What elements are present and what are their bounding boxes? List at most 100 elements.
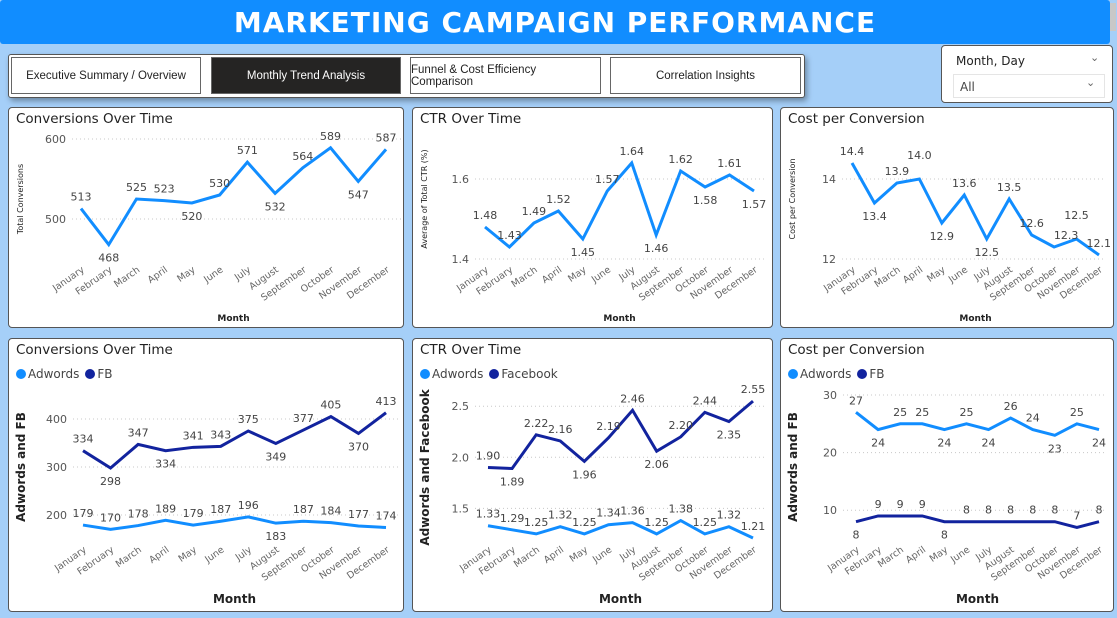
data-label: 1.32	[548, 509, 573, 522]
conversions-over-time-chart[interactable]: Conversions Over Time 500 600 Total Conver…	[8, 107, 404, 328]
x-tick-label: March	[510, 264, 540, 290]
ctr-by-channel-chart[interactable]: CTR Over Time Adwords Facebook 1.5 2.0 2.5…	[412, 338, 773, 612]
legend-label: Adwords	[800, 367, 852, 381]
slicer-label: Month, Day	[956, 54, 1025, 68]
x-tick-label: June	[201, 264, 225, 286]
data-label: 9	[919, 498, 926, 511]
data-label: 2.19	[596, 420, 621, 433]
data-label: 1.29	[500, 512, 525, 525]
y-tick-label: 300	[46, 461, 67, 474]
report-header: MARKETING CAMPAIGN PERFORMANCE	[0, 0, 1110, 44]
slicer-dropdown[interactable]: All ⌄	[953, 74, 1105, 98]
legend-item-adwords[interactable]: Adwords	[420, 367, 483, 381]
x-tick-label: June	[590, 544, 614, 566]
data-label: 12.9	[930, 230, 955, 243]
data-label: 26	[1004, 400, 1018, 413]
chart-title: Cost per Conversion	[788, 342, 925, 358]
data-label: 334	[73, 433, 94, 446]
series-line-adwords[interactable]	[855, 411, 1100, 437]
data-label: 530	[209, 177, 230, 190]
data-label: 174	[376, 509, 397, 522]
ctr-over-time-chart[interactable]: CTR Over Time 1.4 1.6 Average of Total CTR…	[412, 107, 773, 328]
data-label: 24	[937, 437, 951, 450]
chevron-down-icon[interactable]: ⌄	[1090, 51, 1100, 64]
tab-monthly-trend-analysis[interactable]: Monthly Trend Analysis	[211, 57, 401, 94]
y-tick-label: 1.5	[452, 502, 470, 515]
data-label: 413	[376, 395, 397, 408]
data-label: 13.9	[885, 165, 910, 178]
data-label: 196	[238, 499, 259, 512]
y-axis-label: Cost per Conversion	[788, 158, 797, 239]
data-label: 25	[1070, 406, 1084, 419]
data-label: 8	[1051, 504, 1058, 517]
tab-executive-summary[interactable]: Executive Summary / Overview	[11, 57, 201, 94]
data-label: 375	[238, 413, 259, 426]
data-label: 1.25	[572, 516, 597, 529]
data-label: 523	[154, 183, 175, 196]
data-label: 1.43	[497, 229, 522, 242]
series-line-facebook[interactable]	[487, 399, 754, 471]
data-label: 1.57	[742, 198, 767, 211]
data-label: 1.58	[693, 194, 718, 207]
data-label: 23	[1048, 442, 1062, 455]
data-label: 2.46	[620, 392, 645, 405]
data-label: 24	[1092, 437, 1106, 450]
legend-item-adwords[interactable]: Adwords	[788, 367, 851, 381]
data-label: 2.22	[524, 417, 549, 430]
x-tick-label: April	[901, 264, 925, 285]
data-label: 1.46	[644, 242, 669, 255]
legend-item-adwords[interactable]: Adwords	[16, 367, 79, 381]
y-axis-label: Adwords and Facebook	[418, 388, 432, 545]
legend-item-fb[interactable]: FB	[85, 367, 113, 381]
data-label: 349	[265, 450, 286, 463]
tab-correlation-insights[interactable]: Correlation Insights	[610, 57, 801, 94]
scrollbar[interactable]	[1110, 3, 1116, 31]
data-label: 2.44	[693, 394, 718, 407]
data-label: 571	[237, 144, 258, 157]
legend-label: Adwords	[432, 367, 484, 381]
cost-per-conversion-by-channel-chart[interactable]: Cost per Conversion Adwords FB 10 20 30 Adw…	[780, 338, 1114, 612]
series-line-adwords[interactable]	[82, 515, 387, 531]
series-line-adwords[interactable]	[487, 518, 754, 540]
data-label: 2.35	[717, 429, 742, 442]
y-axis-label: Adwords and FB	[786, 412, 800, 522]
data-label: 183	[265, 530, 286, 543]
series-line-total[interactable]	[850, 162, 1100, 257]
data-label: 1.62	[668, 153, 693, 166]
chart-title: CTR Over Time	[420, 342, 522, 358]
data-label: 547	[348, 188, 369, 201]
data-label: 2.16	[548, 423, 573, 436]
data-label: 8	[1096, 504, 1103, 517]
data-label: 1.32	[717, 509, 742, 522]
data-label: 1.38	[668, 503, 693, 516]
y-axis-label: Adwords and FB	[14, 412, 28, 522]
data-label: 13.6	[952, 177, 977, 190]
month-day-slicer[interactable]: Month, Day ⌄ All ⌄	[941, 45, 1113, 103]
series-line-total[interactable]	[484, 160, 755, 250]
chart-legend: Adwords Facebook	[420, 367, 558, 381]
legend-item-fb[interactable]: FB	[857, 367, 885, 381]
cost-per-conversion-chart[interactable]: Cost per Conversion 12 14 Cost per Convers…	[780, 107, 1114, 328]
data-label: 179	[183, 507, 204, 520]
x-axis-label: Month	[603, 314, 635, 324]
series-line-fb[interactable]	[82, 411, 387, 470]
data-label: 347	[128, 426, 149, 439]
data-label: 9	[897, 498, 904, 511]
legend-item-facebook[interactable]: Facebook	[489, 367, 558, 381]
data-label: 468	[98, 252, 119, 265]
data-label: 14.0	[907, 149, 932, 162]
data-label: 2.55	[741, 383, 766, 396]
series-line-total[interactable]	[79, 145, 388, 248]
data-label: 1.96	[572, 468, 597, 481]
data-label: 13.4	[862, 210, 887, 223]
x-tick-label: April	[146, 264, 170, 285]
conversions-by-channel-chart[interactable]: Conversions Over Time Adwords FB 200 300 4…	[8, 338, 404, 612]
series-line-fb[interactable]	[855, 514, 1100, 530]
legend-dot	[489, 369, 500, 379]
y-axis-label: Total Conversions	[16, 164, 25, 235]
tab-funnel-cost-efficiency[interactable]: Funnel & Cost Efficiency Comparison	[410, 57, 601, 94]
data-label: 177	[348, 508, 369, 521]
